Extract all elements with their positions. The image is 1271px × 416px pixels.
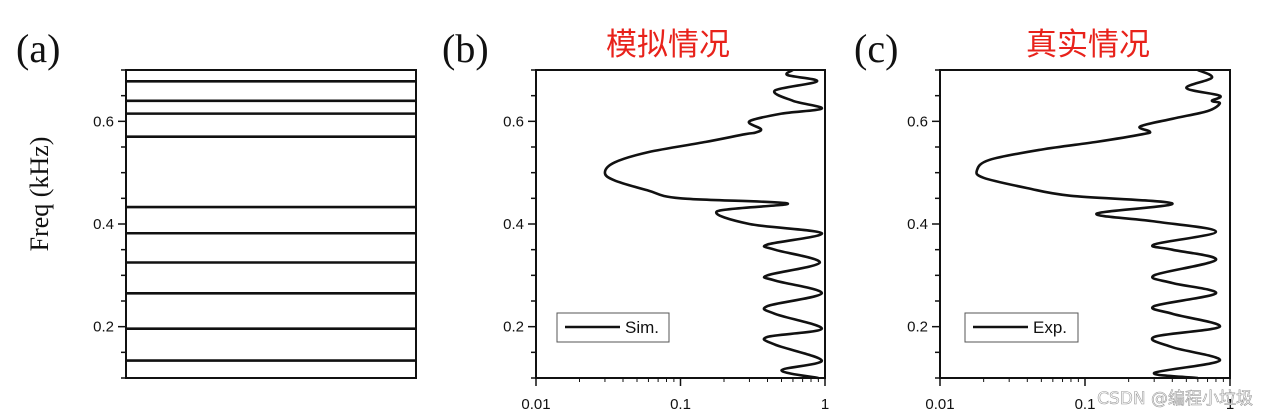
x-tick-label: 0.01 <box>925 396 954 413</box>
x-tick-label: 0.1 <box>670 396 691 413</box>
panel-c-legend: Exp. <box>964 312 1079 343</box>
y-tick-label: 0.6 <box>503 113 524 130</box>
panel-b-title: 模拟情况 <box>606 27 730 63</box>
panel-a-levels <box>126 79 416 362</box>
panel-b-y-ticks: 0.2 0.4 0.6 <box>503 69 536 379</box>
y-tick-label: 0.4 <box>907 216 928 233</box>
panel-b-legend-label: Sim. <box>625 318 659 337</box>
x-tick-label: 1 <box>1226 396 1234 413</box>
panel-c-title: 真实情况 <box>1026 27 1150 63</box>
panel-b-sim-curve <box>603 68 824 380</box>
panel-a-label: (a) <box>16 26 60 71</box>
panel-c-legend-label: Exp. <box>1033 318 1067 337</box>
x-tick-label: 1 <box>821 396 829 413</box>
y-tick-label: 0.4 <box>93 216 114 233</box>
panel-b: (b) 模拟情况 0.2 0.4 0.6 0.01 0.1 1 Sim. <box>442 26 829 413</box>
y-tick-label: 0.4 <box>503 216 524 233</box>
watermark-text: CSDN @编程小垃圾 <box>1097 389 1253 409</box>
y-tick-label: 0.2 <box>93 319 114 336</box>
panel-c-label: (c) <box>854 26 898 71</box>
panel-a-y-axis-title: Freq (kHz) <box>25 137 54 252</box>
y-tick-label: 0.2 <box>503 319 524 336</box>
panel-c-exp-curve <box>975 68 1222 380</box>
panel-c-y-ticks: 0.2 0.4 0.6 <box>907 69 940 379</box>
panel-c: (c) 真实情况 0.2 0.4 0.6 0.01 0.1 1 Exp. <box>854 26 1234 413</box>
panel-c-x-ticks: 0.01 0.1 1 <box>925 378 1234 413</box>
panel-b-label: (b) <box>442 26 489 71</box>
x-tick-label: 0.1 <box>1075 396 1096 413</box>
panel-b-legend: Sim. <box>556 312 670 343</box>
y-tick-label: 0.2 <box>907 319 928 336</box>
panel-a-y-ticks: 0.2 0.4 0.6 <box>93 69 126 379</box>
panel-a-plot-frame <box>125 69 417 379</box>
panel-a: (a) Freq (kHz) 0.2 0.4 0.6 <box>16 26 417 379</box>
panel-b-x-ticks: 0.01 0.1 1 <box>521 378 829 413</box>
y-tick-label: 0.6 <box>93 113 114 130</box>
x-tick-label: 0.01 <box>521 396 550 413</box>
y-tick-label: 0.6 <box>907 113 928 130</box>
